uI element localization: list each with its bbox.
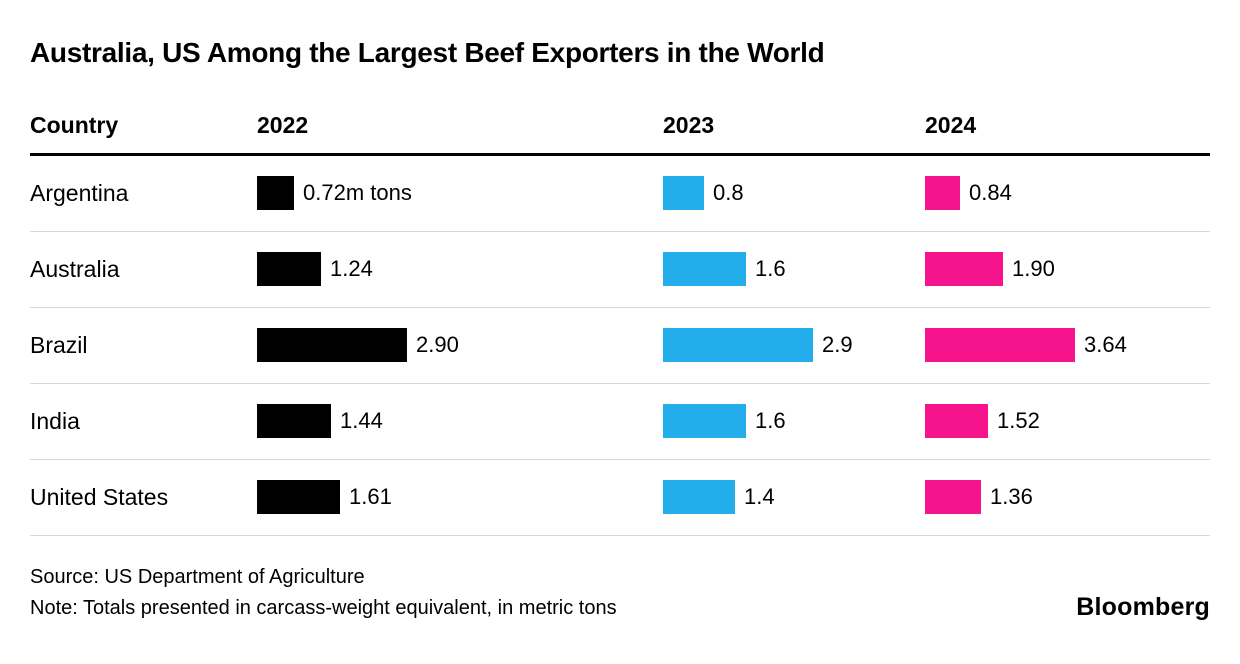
bloomberg-logo: Bloomberg xyxy=(1076,592,1210,621)
bar-cell-2023: 0.8 xyxy=(663,156,925,231)
bar-cell-2022: 1.61 xyxy=(257,460,663,535)
bar-value-label: 1.6 xyxy=(755,256,786,282)
table-header-row: Country 2022 2023 2024 xyxy=(30,98,1210,156)
bar-2022 xyxy=(257,176,294,211)
bar-value-label: 0.72m tons xyxy=(303,180,412,206)
table-row: Australia 1.24 1.6 1.90 xyxy=(30,232,1210,308)
bar-value-label: 1.90 xyxy=(1012,256,1055,282)
bar-cell-2023: 1.4 xyxy=(663,460,925,535)
table-row: Brazil 2.90 2.9 3.64 xyxy=(30,308,1210,384)
bar-2023 xyxy=(663,480,735,515)
bar-2023 xyxy=(663,252,746,287)
column-header-2023: 2023 xyxy=(663,111,715,138)
column-header-2022: 2022 xyxy=(257,111,309,138)
bar-2023 xyxy=(663,404,746,439)
bar-value-label: 1.24 xyxy=(330,256,373,282)
bar-cell-2022: 0.72m tons xyxy=(257,156,663,231)
bar-2023 xyxy=(663,176,704,211)
note-text: Note: Totals presented in carcass-weight… xyxy=(30,596,617,619)
country-label: United States xyxy=(30,483,169,510)
bar-2023 xyxy=(663,328,813,363)
country-label: Australia xyxy=(30,255,120,282)
country-label: India xyxy=(30,407,80,434)
bar-value-label: 0.84 xyxy=(969,180,1012,206)
bar-value-label: 1.44 xyxy=(340,408,383,434)
column-header-2024: 2024 xyxy=(925,111,977,138)
bar-value-label: 1.6 xyxy=(755,408,786,434)
bar-cell-2024: 1.90 xyxy=(925,232,1210,307)
credits: Source: US Department of Agriculture Not… xyxy=(30,562,617,624)
bar-cell-2022: 2.90 xyxy=(257,308,663,383)
column-header-country: Country xyxy=(30,111,119,138)
bar-value-label: 1.52 xyxy=(997,408,1040,434)
table-row: Argentina 0.72m tons 0.8 0.84 xyxy=(30,156,1210,232)
bar-cell-2023: 1.6 xyxy=(663,232,925,307)
bar-cell-2024: 1.52 xyxy=(925,384,1210,459)
country-label: Argentina xyxy=(30,179,129,206)
bar-2024 xyxy=(925,328,1075,363)
bar-value-label: 0.8 xyxy=(713,180,744,206)
table-row: India 1.44 1.6 1.52 xyxy=(30,384,1210,460)
chart-rows: Argentina 0.72m tons 0.8 0.84 Australia 1.24 1… xyxy=(30,156,1210,536)
bar-value-label: 1.61 xyxy=(349,484,392,510)
bar-cell-2024: 3.64 xyxy=(925,308,1210,383)
bar-value-label: 3.64 xyxy=(1084,332,1127,358)
bar-value-label: 1.4 xyxy=(744,484,775,510)
bar-2024 xyxy=(925,404,988,439)
bar-2024 xyxy=(925,176,960,211)
bar-2022 xyxy=(257,480,340,515)
country-label: Brazil xyxy=(30,331,88,358)
bar-2024 xyxy=(925,480,981,515)
bar-value-label: 2.90 xyxy=(416,332,459,358)
bar-2022 xyxy=(257,328,407,363)
bar-cell-2023: 2.9 xyxy=(663,308,925,383)
table-row: United States 1.61 1.4 1.36 xyxy=(30,460,1210,536)
bar-cell-2022: 1.24 xyxy=(257,232,663,307)
bar-cell-2022: 1.44 xyxy=(257,384,663,459)
bar-2024 xyxy=(925,252,1003,287)
bar-cell-2023: 1.6 xyxy=(663,384,925,459)
bar-2022 xyxy=(257,252,321,287)
bar-cell-2024: 1.36 xyxy=(925,460,1210,535)
bar-value-label: 1.36 xyxy=(990,484,1033,510)
chart-title: Australia, US Among the Largest Beef Exp… xyxy=(30,37,825,68)
source-text: Source: US Department of Agriculture xyxy=(30,565,365,588)
chart-footer: Source: US Department of Agriculture Not… xyxy=(30,562,1210,624)
bar-2022 xyxy=(257,404,331,439)
bar-cell-2024: 0.84 xyxy=(925,156,1210,231)
bar-value-label: 2.9 xyxy=(822,332,853,358)
